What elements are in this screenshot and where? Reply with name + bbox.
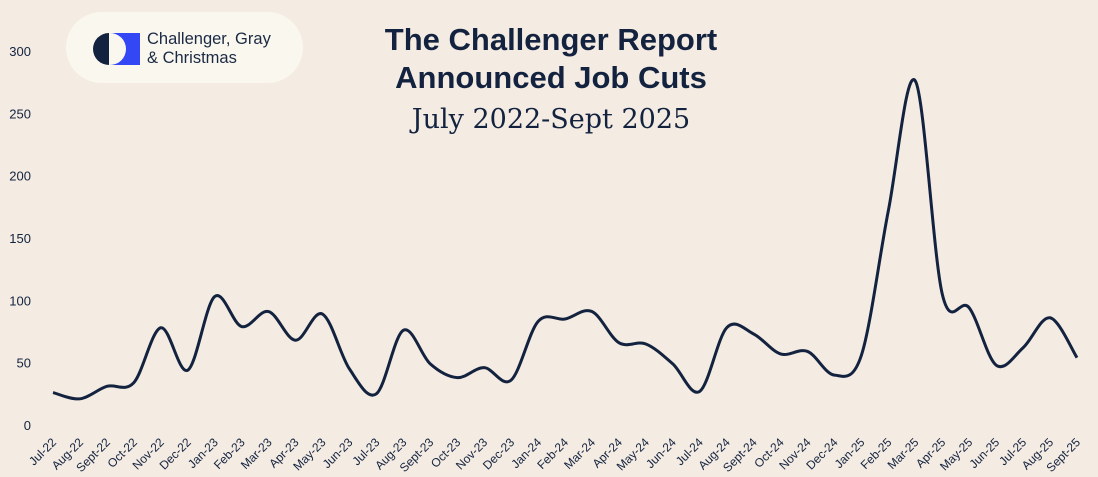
series-line [52,78,1079,401]
y-tick-label: 200 [9,169,31,184]
logo-line1: Challenger, Gray [147,30,271,48]
company-logo: Challenger, Gray & Christmas [66,12,303,83]
y-tick-label: 300 [9,44,31,59]
x-tick-label: Jun-24 [643,435,679,471]
x-tick-label: Mar-25 [885,435,922,472]
y-tick-label: 250 [9,106,31,121]
x-tick-label: Jun-25 [966,435,1002,471]
y-tick-label: 0 [24,418,31,433]
y-tick-label: 100 [9,293,31,308]
series [52,78,1079,401]
y-tick-label: 150 [9,231,31,246]
x-tick-label: Mar-23 [238,435,275,472]
x-tick-label: Mar-24 [561,435,598,472]
y-tick-label: 50 [17,356,31,371]
chart-subtitle: July 2022-Sept 2025 [411,104,691,135]
logo-line2: & Christmas [147,49,237,67]
chart-title-line2: Announced Job Cuts [395,60,707,95]
y-axis: 0 50 100 150 200 250 300 [9,44,31,433]
x-tick-label: Jun-23 [320,435,356,471]
chart-title-line1: The Challenger Report [384,22,718,57]
logo-mark-icon [93,33,140,65]
x-axis: Jul-22Aug-22Sept-22Oct-22Nov-22Dec-22Jan… [26,435,1083,475]
logo-text: Challenger, Gray & Christmas [147,30,271,68]
